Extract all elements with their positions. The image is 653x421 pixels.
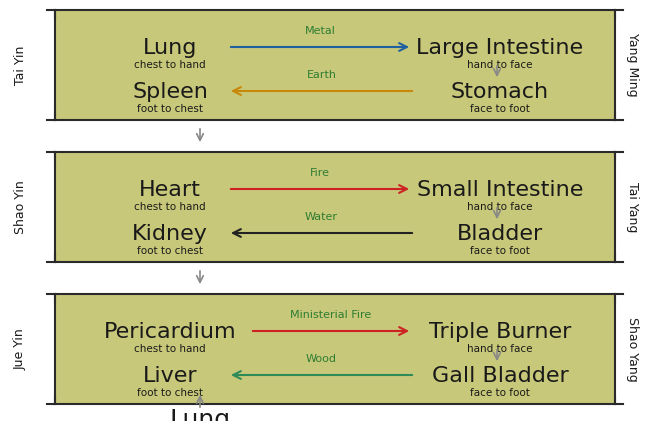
Text: Lung: Lung: [143, 38, 197, 58]
Text: Yang Ming: Yang Ming: [626, 33, 639, 97]
Text: Jue Yin: Jue Yin: [14, 328, 27, 370]
Bar: [55, 152, 615, 262]
Text: Tai Yin: Tai Yin: [14, 45, 27, 85]
Text: hand to face: hand to face: [468, 60, 533, 70]
Text: face to foot: face to foot: [470, 246, 530, 256]
Text: Heart: Heart: [139, 180, 201, 200]
Text: Fire: Fire: [310, 168, 330, 178]
Text: chest to hand: chest to hand: [134, 202, 206, 212]
Text: chest to hand: chest to hand: [134, 60, 206, 70]
Text: Liver: Liver: [143, 366, 197, 386]
Text: Tai Yang: Tai Yang: [626, 182, 639, 232]
Text: Gall Bladder: Gall Bladder: [432, 366, 568, 386]
Text: Shao Yin: Shao Yin: [14, 180, 27, 234]
Text: face to foot: face to foot: [470, 104, 530, 114]
Text: Triple Burner: Triple Burner: [429, 322, 571, 342]
Text: Large Intestine: Large Intestine: [417, 38, 584, 58]
Text: Small Intestine: Small Intestine: [417, 180, 583, 200]
Text: Stomach: Stomach: [451, 82, 549, 102]
Text: Shao Yang: Shao Yang: [626, 317, 639, 381]
Text: Kidney: Kidney: [132, 224, 208, 244]
Text: foot to chest: foot to chest: [137, 246, 203, 256]
Text: foot to chest: foot to chest: [137, 388, 203, 398]
Text: face to foot: face to foot: [470, 388, 530, 398]
Text: Earth: Earth: [306, 70, 336, 80]
Text: Metal: Metal: [304, 26, 336, 36]
Text: Bladder: Bladder: [457, 224, 543, 244]
Text: foot to chest: foot to chest: [137, 104, 203, 114]
Text: Lung: Lung: [169, 408, 231, 421]
Bar: [55, 294, 615, 404]
Text: Ministerial Fire: Ministerial Fire: [291, 310, 372, 320]
Text: hand to face: hand to face: [468, 344, 533, 354]
Text: Water: Water: [305, 212, 338, 222]
Text: chest to hand: chest to hand: [134, 344, 206, 354]
Text: Wood: Wood: [306, 354, 337, 364]
Bar: [55, 10, 615, 120]
Text: Spleen: Spleen: [132, 82, 208, 102]
Text: Pericardium: Pericardium: [104, 322, 236, 342]
Text: hand to face: hand to face: [468, 202, 533, 212]
